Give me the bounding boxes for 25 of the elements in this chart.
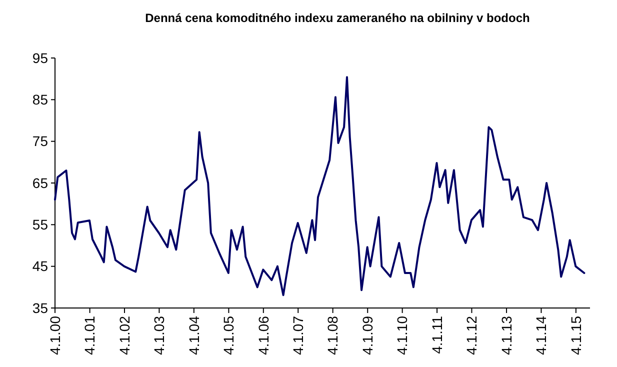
y-tick-label: 35 <box>32 300 48 316</box>
y-tick-label: 45 <box>32 258 48 274</box>
x-tick-label: 4.1.04 <box>186 316 202 355</box>
x-tick-label: 4.1.02 <box>116 316 132 355</box>
x-tick-label: 4.1.01 <box>82 316 98 355</box>
x-tick-label: 4.1.00 <box>46 316 63 355</box>
x-tick-label: 4.1.14 <box>533 316 550 355</box>
chart-title: Denná cena komoditného indexu zameraného na obilniny v bodoch <box>145 11 530 25</box>
x-tick-label: 4.1.13 <box>498 316 514 355</box>
y-tick-label: 65 <box>32 174 48 191</box>
y-tick-label: 95 <box>32 50 48 66</box>
x-tick-label: 4.1.07 <box>290 316 306 355</box>
x-tick-label: 4.1.05 <box>220 316 237 355</box>
x-tick-label: 4.1.08 <box>324 316 341 355</box>
line-series <box>54 76 586 296</box>
x-tick-label: 4.1.03 <box>151 316 168 355</box>
x-tick-label: 4.1.09 <box>360 316 376 355</box>
x-tick-label: 4.1.11 <box>428 316 445 354</box>
x-tick-label: 4.1.12 <box>464 316 480 355</box>
x-tick-label: 4.1.10 <box>394 316 410 355</box>
x-tick-label: 4.1.06 <box>255 316 272 355</box>
x-tick-label: 4.1.15 <box>568 316 584 355</box>
y-tick-label: 85 <box>32 92 48 108</box>
y-tick-label: 75 <box>32 133 48 150</box>
y-tick-label: 55 <box>32 216 48 233</box>
